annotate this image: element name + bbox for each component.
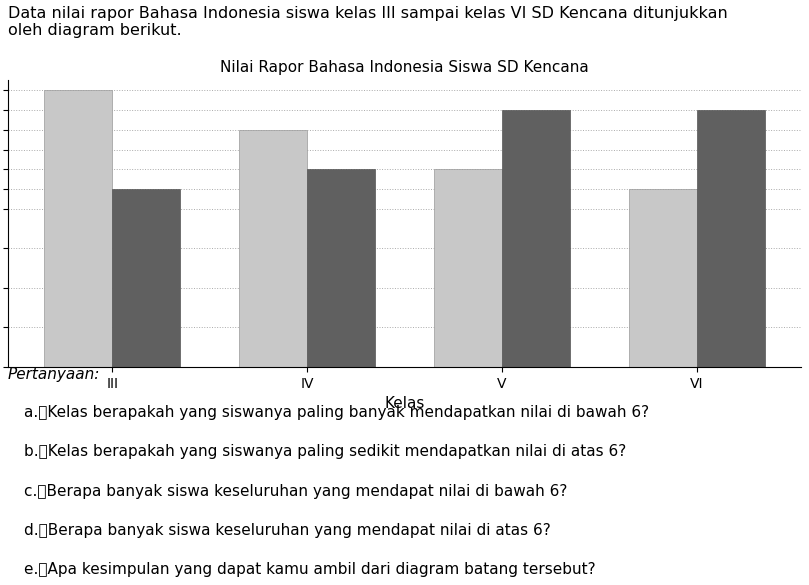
Bar [307,169,375,367]
Text: a.	Kelas berapakah yang siswanya paling banyak mendapatkan nilai di bawah 6?: a. Kelas berapakah yang siswanya paling … [24,405,649,420]
Bar [434,169,502,367]
Text: c.	Berapa banyak siswa keseluruhan yang mendapat nilai di bawah 6?: c. Berapa banyak siswa keseluruhan yang … [24,484,567,498]
Bar [239,130,307,367]
Text: e.	Apa kesimpulan yang dapat kamu ambil dari diagram batang tersebut?: e. Apa kesimpulan yang dapat kamu ambil … [24,562,595,577]
Bar [697,110,765,367]
Text: Pertanyaan:: Pertanyaan: [8,367,100,382]
Bar [44,90,112,367]
Bar [502,110,570,367]
Text: d.	Berapa banyak siswa keseluruhan yang mendapat nilai di atas 6?: d. Berapa banyak siswa keseluruhan yang … [24,523,551,538]
Text: b.	Kelas berapakah yang siswanya paling sedikit mendapatkan nilai di atas 6?: b. Kelas berapakah yang siswanya paling … [24,445,626,459]
Bar [629,189,697,367]
Text: Data nilai rapor Bahasa Indonesia siswa kelas III sampai kelas VI SD Kencana dit: Data nilai rapor Bahasa Indonesia siswa … [8,6,728,38]
Bar [112,189,180,367]
Title: Nilai Rapor Bahasa Indonesia Siswa SD Kencana: Nilai Rapor Bahasa Indonesia Siswa SD Ke… [220,60,589,75]
X-axis label: Kelas: Kelas [384,396,425,411]
